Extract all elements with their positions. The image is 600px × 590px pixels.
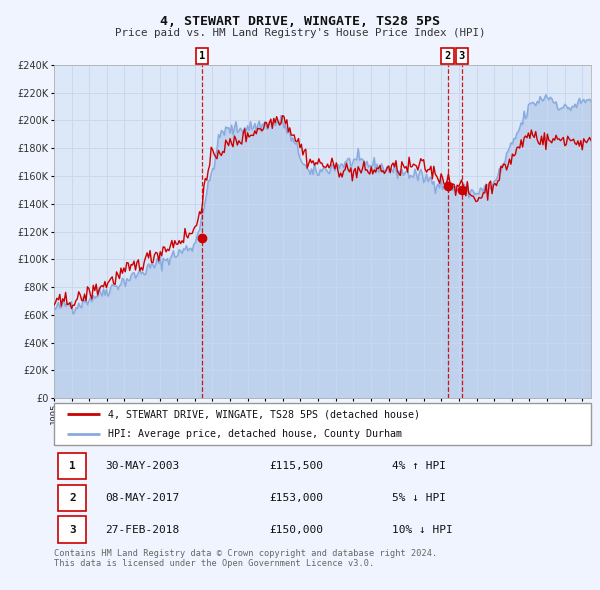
Text: 5% ↓ HPI: 5% ↓ HPI xyxy=(392,493,446,503)
Text: £153,000: £153,000 xyxy=(269,493,323,503)
Text: 3: 3 xyxy=(458,51,465,61)
Text: 3: 3 xyxy=(69,525,76,535)
Text: 27-FEB-2018: 27-FEB-2018 xyxy=(105,525,179,535)
Text: Price paid vs. HM Land Registry's House Price Index (HPI): Price paid vs. HM Land Registry's House … xyxy=(115,28,485,38)
Text: 4, STEWART DRIVE, WINGATE, TS28 5PS (detached house): 4, STEWART DRIVE, WINGATE, TS28 5PS (det… xyxy=(108,409,420,419)
Text: HPI: Average price, detached house, County Durham: HPI: Average price, detached house, Coun… xyxy=(108,429,402,439)
Text: £115,500: £115,500 xyxy=(269,461,323,471)
Text: 1: 1 xyxy=(199,51,205,61)
Text: 4% ↑ HPI: 4% ↑ HPI xyxy=(392,461,446,471)
Text: 1: 1 xyxy=(69,461,76,471)
FancyBboxPatch shape xyxy=(58,453,86,480)
Text: 08-MAY-2017: 08-MAY-2017 xyxy=(105,493,179,503)
FancyBboxPatch shape xyxy=(58,484,86,512)
Text: 2: 2 xyxy=(69,493,76,503)
Text: 30-MAY-2003: 30-MAY-2003 xyxy=(105,461,179,471)
Text: 2: 2 xyxy=(445,51,451,61)
Text: 10% ↓ HPI: 10% ↓ HPI xyxy=(392,525,453,535)
FancyBboxPatch shape xyxy=(54,403,591,445)
Text: Contains HM Land Registry data © Crown copyright and database right 2024.
This d: Contains HM Land Registry data © Crown c… xyxy=(54,549,437,568)
Text: £150,000: £150,000 xyxy=(269,525,323,535)
Text: 4, STEWART DRIVE, WINGATE, TS28 5PS: 4, STEWART DRIVE, WINGATE, TS28 5PS xyxy=(160,15,440,28)
FancyBboxPatch shape xyxy=(58,516,86,543)
